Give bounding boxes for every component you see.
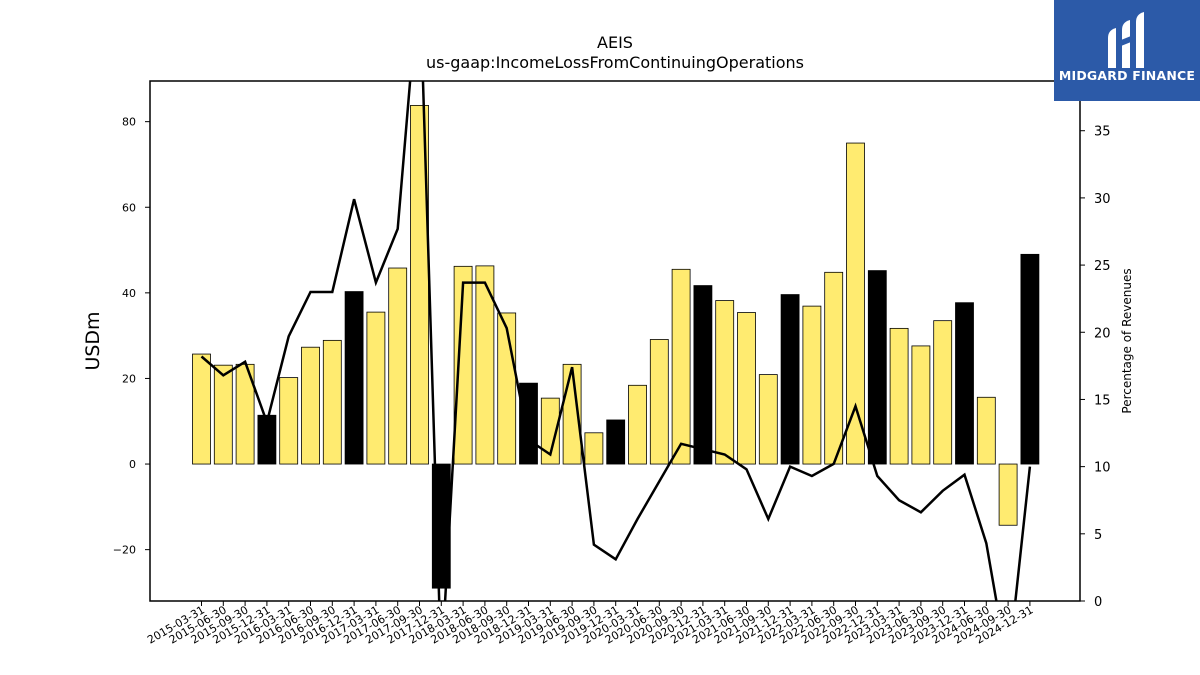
- revenue-percentage-line: [200, 81, 1032, 601]
- bar-2022-06-30: [824, 271, 844, 465]
- bars-group: [192, 104, 1040, 589]
- midgard-logo-icon: [1108, 12, 1144, 68]
- bar-2018-03-31: [453, 265, 473, 465]
- y-axis-left: −20 0 20 40 60 80: [113, 116, 150, 557]
- bar-2018-06-30: [475, 265, 495, 465]
- bar-2024-06-30: [976, 396, 996, 465]
- bar-2015-06-30: [213, 364, 233, 465]
- bar-2016-03-31: [279, 377, 299, 465]
- chart-title-group: AEIS us-gaap:IncomeLossFromContinuingOpe…: [426, 33, 804, 72]
- bar-2016-12-31: [344, 291, 364, 465]
- bar-2018-09-30: [497, 312, 517, 465]
- chart-title: AEIS: [597, 33, 633, 52]
- chart-subtitle: us-gaap:IncomeLossFromContinuingOperatio…: [426, 53, 804, 72]
- y2-tick-label: 30: [1094, 192, 1111, 207]
- bar-2024-09-30: [998, 463, 1018, 526]
- y-axis-label: USDm: [82, 311, 104, 370]
- bar-2022-09-30: [846, 142, 865, 465]
- y-tick-label: 0: [129, 458, 136, 471]
- bar-2021-06-30: [737, 312, 756, 465]
- bar-2018-12-31: [519, 382, 538, 465]
- brand-logo: MIDGARD FINANCE: [1054, 0, 1200, 101]
- bar-2021-03-31: [715, 300, 735, 465]
- y2-axis-label: Percentage of Revenues: [1120, 268, 1134, 413]
- bar-2020-06-30: [649, 339, 669, 465]
- bar-2023-03-31: [889, 327, 909, 465]
- y2-tick-label: 15: [1094, 393, 1111, 408]
- y-axis-right: 0 5 10 15 20 25 30 35: [1080, 125, 1111, 610]
- bar-2020-12-31: [693, 285, 713, 465]
- y2-tick-label: 20: [1094, 326, 1111, 341]
- bar-2023-12-31: [955, 302, 974, 465]
- line-group: [200, 81, 1032, 601]
- bar-2019-12-31: [606, 419, 626, 465]
- bar-2021-09-30: [758, 374, 778, 465]
- bar-2022-12-31: [867, 270, 887, 465]
- bar-2023-09-30: [933, 320, 953, 465]
- bar-2019-09-30: [584, 432, 604, 465]
- bar-2020-09-30: [671, 268, 691, 465]
- y2-tick-label: 25: [1094, 259, 1111, 274]
- bar-2017-03-31: [366, 311, 386, 465]
- bar-2016-09-30: [322, 339, 342, 465]
- y-tick-label: −20: [113, 544, 136, 557]
- brand-name: MIDGARD FINANCE: [1058, 68, 1196, 83]
- y2-tick-label: 0: [1094, 595, 1102, 610]
- y-tick-label: 40: [122, 287, 136, 300]
- bar-2020-03-31: [628, 384, 647, 465]
- bar-2016-06-30: [301, 346, 320, 465]
- x-axis: 2015-03-312015-06-302015-09-302015-12-31…: [145, 601, 1035, 647]
- y2-tick-label: 35: [1094, 125, 1111, 140]
- bar-2017-06-30: [388, 267, 408, 465]
- bar-2023-06-30: [911, 345, 931, 465]
- y2-tick-label: 5: [1094, 528, 1102, 543]
- bar-2019-03-31: [540, 397, 560, 465]
- bar-2015-12-31: [257, 414, 277, 465]
- bar-2015-03-31: [192, 353, 211, 465]
- y-tick-label: 20: [122, 372, 136, 385]
- bar-2022-03-31: [802, 305, 822, 465]
- plot-frame: [149, 80, 1081, 602]
- y-tick-label: 60: [122, 201, 136, 214]
- y-tick-label: 80: [122, 116, 136, 129]
- bar-2024-12-31: [1020, 253, 1040, 465]
- y2-tick-label: 10: [1094, 461, 1111, 476]
- bar-2021-12-31: [780, 294, 800, 465]
